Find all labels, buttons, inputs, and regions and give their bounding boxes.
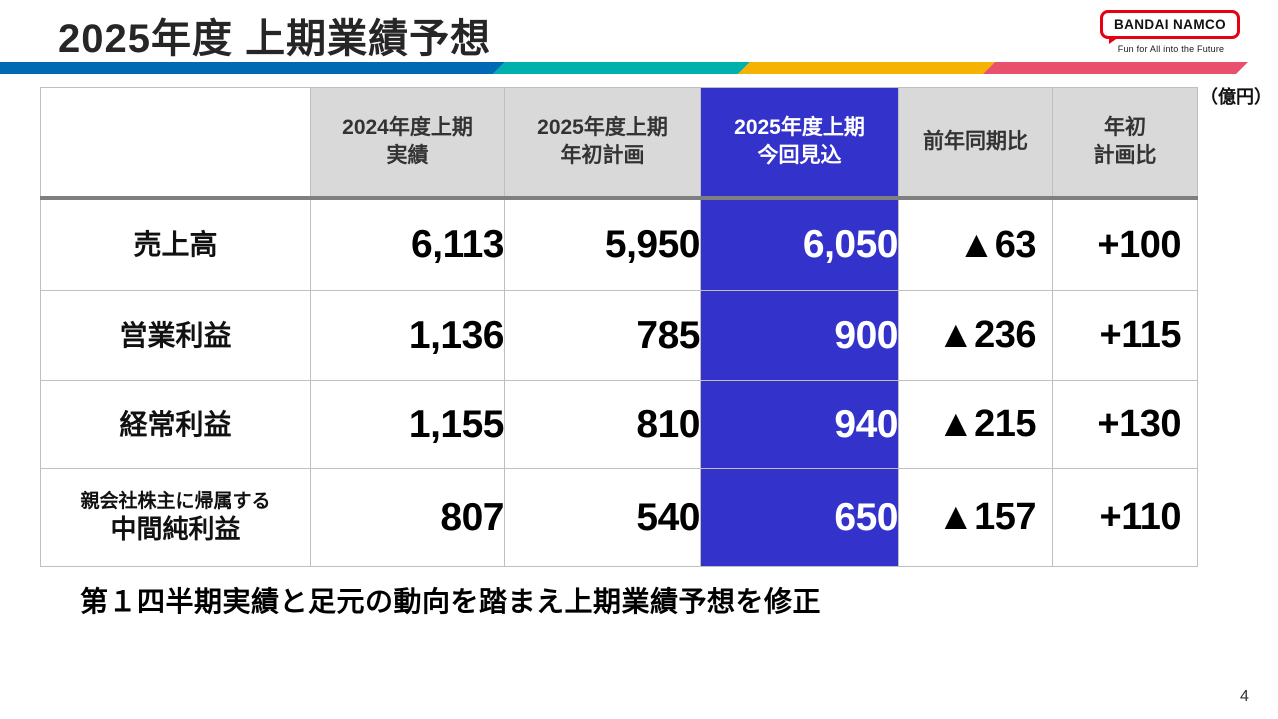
table-row-ordinary-profit: 経常利益 1,155 810 940 ▲215 +130 xyxy=(40,380,1198,469)
accent-stripe-pink xyxy=(983,62,1248,74)
header-vs-initial-plan: 年初 計画比 xyxy=(1052,87,1198,200)
header-2025-h1-initial-plan: 2025年度上期 年初計画 xyxy=(504,87,701,200)
logo-brand-text: BANDAI NAMCO xyxy=(1113,17,1227,32)
header-2024-h1-actual: 2024年度上期 実績 xyxy=(310,87,505,200)
cell-2024-actual: 1,155 xyxy=(310,380,505,469)
cell-yoy: ▲215 xyxy=(898,380,1053,469)
header-2025-h1-current-forecast: 2025年度上期 今回見込 xyxy=(700,87,899,200)
cell-initial-plan: 810 xyxy=(504,380,701,469)
cell-current-forecast: 900 xyxy=(700,290,899,381)
cell-current-forecast: 6,050 xyxy=(700,197,899,291)
header-line: 2025年度上期 xyxy=(537,115,668,139)
logo-speech-bubble: BANDAI NAMCO xyxy=(1100,10,1240,39)
header-line: 前年同期比 xyxy=(923,129,1028,153)
row-label: 営業利益 xyxy=(40,290,311,381)
cell-current-forecast: 940 xyxy=(700,380,899,469)
cell-vs-plan: +130 xyxy=(1052,380,1198,469)
cell-2024-actual: 6,113 xyxy=(310,197,505,291)
summary-note: 第１四半期実績と足元の動向を踏まえ上期業績予想を修正 xyxy=(80,586,822,617)
page-number: 4 xyxy=(1240,688,1249,705)
row-label-main: 中間純利益 xyxy=(110,513,241,544)
table-row-net-sales: 売上高 6,113 5,950 6,050 ▲63 +100 xyxy=(40,197,1198,291)
cell-vs-plan: +115 xyxy=(1052,290,1198,381)
header-empty-cell xyxy=(40,87,311,200)
cell-initial-plan: 5,950 xyxy=(504,197,701,291)
row-label-main: 営業利益 xyxy=(119,319,232,351)
accent-stripe-blue xyxy=(0,62,505,74)
header-line: 2025年度上期 xyxy=(734,115,865,139)
logo-tagline: Fun for All into the Future xyxy=(1117,44,1225,54)
header-line: 2024年度上期 xyxy=(342,115,473,139)
accent-stripe xyxy=(0,62,1278,74)
row-label: 経常利益 xyxy=(40,380,311,469)
row-label-main: 売上高 xyxy=(133,229,218,261)
header-line: 年初 xyxy=(1104,115,1146,139)
header-line: 計画比 xyxy=(1093,144,1157,167)
bandai-namco-logo: BANDAI NAMCO Fun for All into the Future xyxy=(1100,10,1242,54)
table-row-interim-net-profit: 親会社株主に帰属する 中間純利益 807 540 650 ▲157 +110 xyxy=(40,468,1198,567)
cell-yoy: ▲157 xyxy=(898,468,1053,567)
cell-initial-plan: 785 xyxy=(504,290,701,381)
forecast-table: 2024年度上期 実績 2025年度上期 年初計画 2025年度上期 今回見込 … xyxy=(40,87,1198,567)
cell-initial-plan: 540 xyxy=(504,468,701,567)
table-header-row: 2024年度上期 実績 2025年度上期 年初計画 2025年度上期 今回見込 … xyxy=(40,87,1198,200)
accent-stripe-teal xyxy=(493,62,750,74)
header-line: 年初計画 xyxy=(560,144,645,167)
cell-2024-actual: 1,136 xyxy=(310,290,505,381)
unit-label: （億円） xyxy=(1200,87,1272,107)
accent-stripe-yellow xyxy=(738,62,995,74)
page-title: 2025年度 上期業績予想 xyxy=(58,17,492,61)
logo-tail-icon xyxy=(1109,37,1119,44)
header-line: 実績 xyxy=(386,144,429,167)
header-yoy-comparison: 前年同期比 xyxy=(898,87,1053,200)
row-label: 親会社株主に帰属する 中間純利益 xyxy=(40,468,311,567)
cell-yoy: ▲236 xyxy=(898,290,1053,381)
cell-current-forecast: 650 xyxy=(700,468,899,567)
table-row-operating-profit: 営業利益 1,136 785 900 ▲236 +115 xyxy=(40,290,1198,381)
cell-vs-plan: +100 xyxy=(1052,197,1198,291)
row-label-main: 経常利益 xyxy=(119,408,232,440)
cell-vs-plan: +110 xyxy=(1052,468,1198,567)
row-label: 売上高 xyxy=(40,197,311,291)
cell-yoy: ▲63 xyxy=(898,197,1053,291)
header-line: 今回見込 xyxy=(757,144,842,167)
row-label-sub: 親会社株主に帰属する xyxy=(80,491,271,513)
cell-2024-actual: 807 xyxy=(310,468,505,567)
